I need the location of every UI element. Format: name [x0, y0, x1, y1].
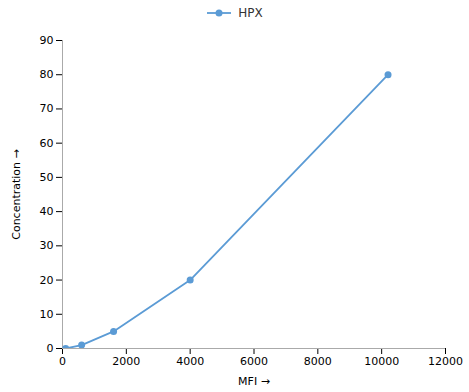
svg-text:12000: 12000 [428, 355, 463, 368]
svg-text:0: 0 [47, 342, 54, 355]
svg-text:50: 50 [40, 171, 54, 184]
svg-text:60: 60 [40, 137, 54, 150]
svg-text:40: 40 [40, 205, 54, 218]
svg-text:70: 70 [40, 102, 54, 115]
svg-text:10: 10 [40, 308, 54, 321]
html-text:HPX: HPX [238, 6, 263, 20]
svg-text:8000: 8000 [304, 355, 332, 368]
svg-text:30: 30 [40, 239, 54, 252]
svg-text:20: 20 [40, 274, 54, 287]
svg-text:10000: 10000 [364, 355, 399, 368]
svg-text:2000: 2000 [112, 355, 140, 368]
svg-text:90: 90 [40, 34, 54, 47]
svg-text:4000: 4000 [176, 355, 204, 368]
svg-text:0: 0 [59, 355, 66, 368]
svg-text:Concentration →: Concentration → [10, 149, 23, 240]
svg-text:6000: 6000 [240, 355, 268, 368]
svg-text:MFI →: MFI → [238, 375, 270, 388]
svg-text:80: 80 [40, 68, 54, 81]
